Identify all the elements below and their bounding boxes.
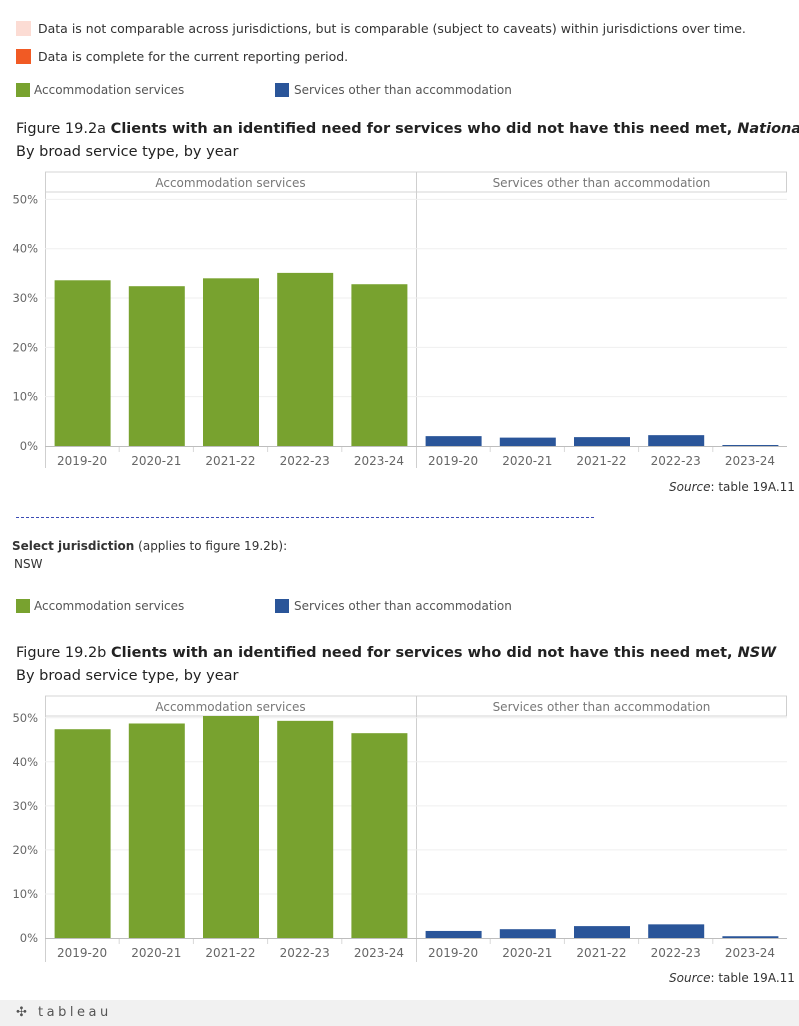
bar-other-2023-24: [722, 936, 779, 938]
figure-a-source-label: Source: [669, 480, 711, 494]
legend-swatch-other-b[interactable]: [275, 599, 289, 613]
figure-b-source-label: Source: [669, 971, 711, 985]
bar-accommodation-2019-20: [54, 729, 111, 938]
bar-accommodation-2020-21: [128, 723, 185, 938]
panel-title-other: Services other than accommodation: [493, 700, 711, 714]
bar-accommodation-2022-23: [277, 720, 334, 938]
figure-a-title: Figure 19.2a Clients with an identified …: [16, 121, 799, 137]
bar-other-2023-24: [722, 445, 779, 446]
tableau-logo-text: tableau: [38, 1005, 112, 1020]
tableau-logo-icon: ✣: [16, 1005, 31, 1020]
bar-accommodation-2023-24: [351, 733, 408, 938]
figure-a-title-text: Clients with an identified need for serv…: [110, 121, 738, 137]
bar-accommodation-2022-23: [277, 272, 334, 446]
x-tick-label: 2023-24: [725, 946, 775, 960]
x-tick-label: 2021-22: [205, 946, 255, 960]
legend-swatch-not-comparable[interactable]: [16, 21, 31, 36]
tableau-logo[interactable]: ✣ tableau: [16, 1005, 112, 1020]
y-tick-label: 10%: [12, 887, 38, 901]
jurisdiction-selector-value[interactable]: NSW: [14, 557, 43, 571]
x-tick-label: 2022-23: [280, 454, 330, 468]
x-tick-label: 2023-24: [354, 946, 404, 960]
y-tick-label: 50%: [12, 192, 38, 206]
legend-label-other-b[interactable]: Services other than accommodation: [294, 599, 512, 613]
legend-label-complete: Data is complete for the current reporti…: [38, 49, 349, 64]
y-tick-label: 0%: [20, 439, 38, 453]
x-tick-label: 2020-21: [502, 454, 552, 468]
y-tick-label: 40%: [12, 755, 38, 769]
legend-swatch-accommodation-b[interactable]: [16, 599, 30, 613]
figure-b-title-text: Clients with an identified need for serv…: [110, 645, 738, 661]
bar-accommodation-2020-21: [128, 286, 185, 446]
legend-label-accommodation[interactable]: Accommodation services: [34, 83, 185, 97]
x-tick-label: 2021-22: [576, 454, 626, 468]
y-tick-label: 30%: [12, 799, 38, 813]
legend-label-accommodation-b[interactable]: Accommodation services: [34, 599, 185, 613]
selector-label: Select jurisdiction: [12, 539, 135, 553]
figure-b-jurisdiction: NSW: [737, 645, 777, 661]
legend-swatch-accommodation[interactable]: [16, 83, 30, 97]
x-tick-label: 2019-20: [428, 454, 478, 468]
x-tick-label: 2023-24: [354, 454, 404, 468]
legend-label-other[interactable]: Services other than accommodation: [294, 83, 512, 97]
panel-title-accommodation: Accommodation services: [155, 700, 305, 714]
bar-other-2019-20: [425, 436, 482, 446]
x-tick-label: 2020-21: [131, 454, 181, 468]
x-tick-label: 2021-22: [576, 946, 626, 960]
bar-other-2020-21: [499, 929, 556, 938]
bar-accommodation-2021-22: [203, 278, 259, 446]
x-tick-label: 2020-21: [131, 946, 181, 960]
legend-swatch-other[interactable]: [275, 83, 289, 97]
bar-other-2022-23: [648, 924, 705, 938]
x-tick-label: 2022-23: [280, 946, 330, 960]
selector-note: (applies to figure 19.2b):: [134, 539, 288, 553]
jurisdiction-selector-label: Select jurisdiction (applies to figure 1…: [12, 539, 287, 553]
y-tick-label: 0%: [20, 931, 38, 945]
x-tick-label: 2019-20: [428, 946, 478, 960]
x-tick-label: 2019-20: [57, 454, 107, 468]
y-tick-label: 40%: [12, 242, 38, 256]
legend-swatch-complete[interactable]: [16, 49, 31, 64]
y-tick-label: 20%: [12, 340, 38, 354]
figure-a-jurisdiction: National: [737, 121, 799, 137]
x-tick-label: 2022-23: [651, 946, 701, 960]
bar-other-2021-22: [574, 437, 630, 446]
panel-title-accommodation: Accommodation services: [155, 176, 305, 190]
figure-a-subtitle: By broad service type, by year: [16, 144, 239, 160]
y-tick-label: 10%: [12, 390, 38, 404]
bar-other-2022-23: [648, 435, 705, 446]
x-tick-label: 2020-21: [502, 946, 552, 960]
y-tick-label: 50%: [12, 711, 38, 725]
bar-accommodation-2023-24: [351, 284, 408, 446]
figure-b-title: Figure 19.2b Clients with an identified …: [16, 645, 776, 661]
bar-other-2021-22: [574, 926, 630, 938]
y-tick-label: 30%: [12, 291, 38, 305]
legend-label-not-comparable: Data is not comparable across jurisdicti…: [38, 21, 746, 36]
figure-b-source: Source: table 19A.11: [669, 971, 795, 985]
y-tick-label: 20%: [12, 843, 38, 857]
figure-a-prefix: Figure 19.2a: [16, 121, 111, 137]
figure-b-prefix: Figure 19.2b: [16, 645, 111, 661]
bar-accommodation-2019-20: [54, 280, 111, 446]
tableau-footer: ✣ tableau: [0, 1000, 799, 1026]
bar-other-2020-21: [499, 437, 556, 446]
bar-other-2019-20: [425, 930, 482, 938]
figure-a-source-text: : table 19A.11: [710, 480, 795, 494]
chart-b: Accommodation services Services other tha…: [12, 695, 787, 962]
panel-title-other: Services other than accommodation: [493, 176, 711, 190]
figure-b-subtitle: By broad service type, by year: [16, 668, 239, 684]
x-tick-label: 2023-24: [725, 454, 775, 468]
figure-b-source-text: : table 19A.11: [710, 971, 795, 985]
x-tick-label: 2019-20: [57, 946, 107, 960]
x-tick-label: 2021-22: [205, 454, 255, 468]
x-tick-label: 2022-23: [651, 454, 701, 468]
section-divider: [16, 517, 594, 518]
chart-a: Accommodation services Services other tha…: [12, 171, 787, 468]
bar-accommodation-2021-22: [203, 716, 259, 938]
figure-a-source: Source: table 19A.11: [669, 480, 795, 494]
